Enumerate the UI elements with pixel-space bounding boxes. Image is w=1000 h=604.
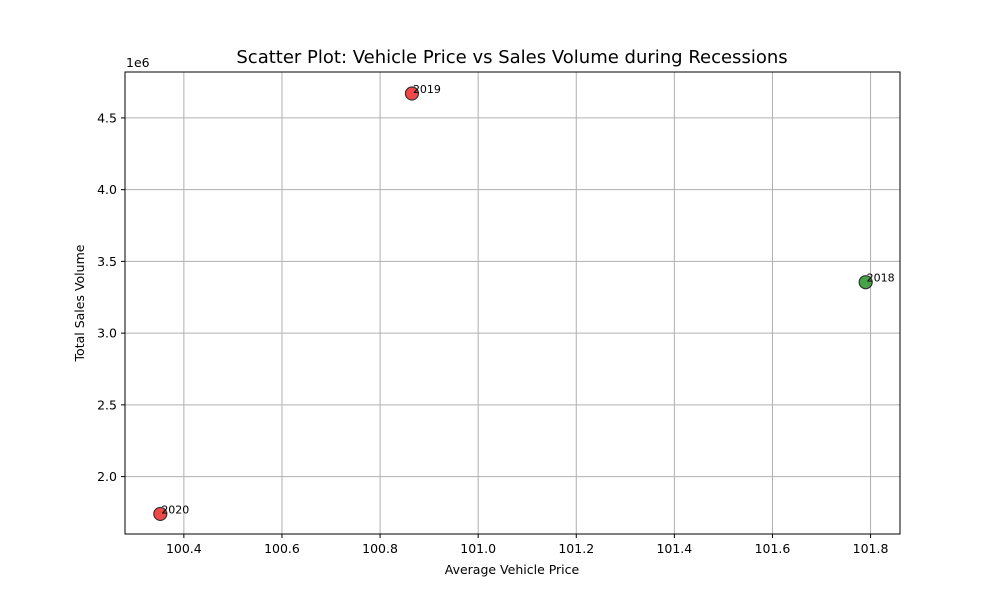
scatter-point-2018 xyxy=(858,275,873,290)
x-tick-label: 101.2 xyxy=(558,541,594,556)
x-tick-label: 101.6 xyxy=(755,541,791,556)
scatter-point-2019 xyxy=(404,86,420,101)
chart-title: Scatter Plot: Vehicle Price vs Sales Vol… xyxy=(236,47,787,68)
y-tick-label: 2.0 xyxy=(97,469,117,484)
x-axis-label: Average Vehicle Price xyxy=(445,562,580,577)
x-tick-label: 101.8 xyxy=(853,541,889,556)
x-tick-label: 100.6 xyxy=(264,541,300,556)
point-label-2020: 2020 xyxy=(161,503,189,516)
x-tick-label: 100.4 xyxy=(166,541,202,556)
x-tick-label: 100.8 xyxy=(362,541,398,556)
y-tick-label: 2.5 xyxy=(97,397,117,412)
y-axis-label: Total Sales Volume xyxy=(72,244,87,362)
point-label-2019: 2019 xyxy=(413,83,441,96)
y-tick-label: 3.5 xyxy=(97,254,117,269)
tick-layer: 100.4 100.6 100.8 101.0 101.2 101.4 101.6 101.8… xyxy=(97,110,888,556)
y-tick-label: 4.0 xyxy=(97,182,117,197)
y-tick-label: 4.5 xyxy=(97,110,117,125)
x-tick-label: 101.0 xyxy=(460,541,496,556)
y-tick-label: 3.0 xyxy=(97,326,117,341)
point-layer: 2019 2018 2020 xyxy=(153,83,895,522)
y-offset-label: 1e6 xyxy=(126,55,150,70)
point-label-2018: 2018 xyxy=(867,272,895,285)
x-tick-label: 101.4 xyxy=(656,541,692,556)
plot-frame xyxy=(124,71,901,535)
grid-layer xyxy=(125,72,900,534)
scatter-point-2020 xyxy=(153,506,168,522)
